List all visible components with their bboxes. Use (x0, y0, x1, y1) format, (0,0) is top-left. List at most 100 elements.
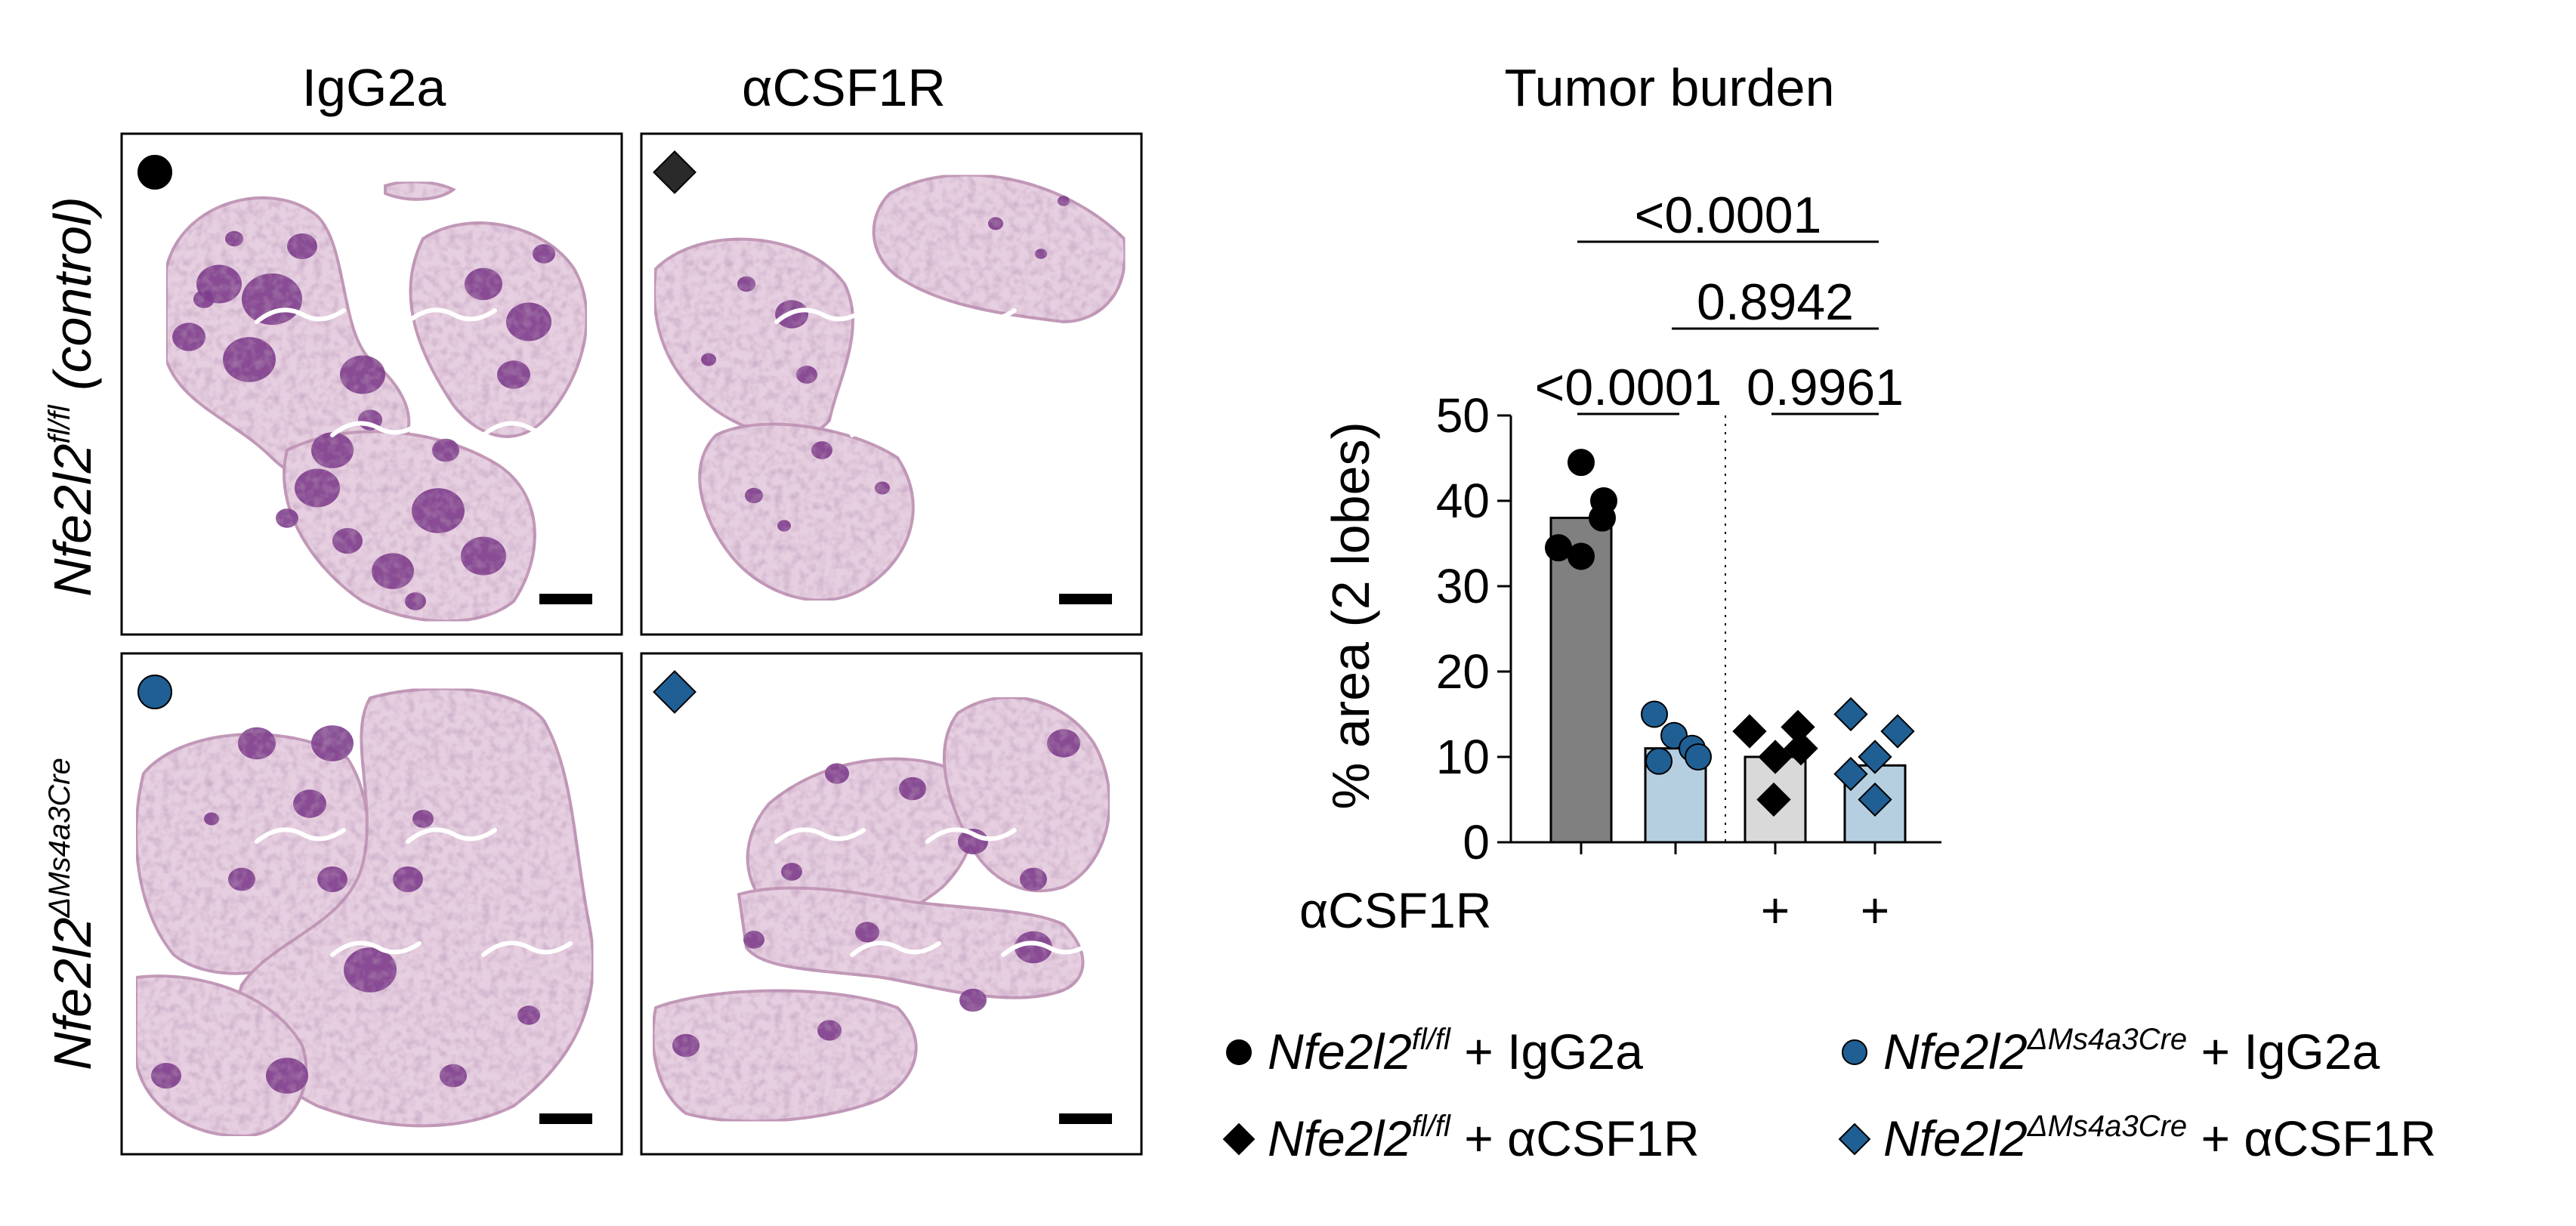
lung-lobe (737, 886, 1085, 999)
panel-frame (120, 132, 623, 636)
airway (406, 827, 497, 844)
tumor-nodule (340, 355, 385, 394)
airway (330, 940, 422, 957)
legend-item-2: Nfe2l2ΔMs4a3Cre + IgG2a (1842, 1023, 2380, 1079)
tumor-nodule (988, 217, 1003, 230)
airway (774, 307, 866, 324)
y-axis-label-group: % area (2 lobes) (1321, 422, 1380, 810)
y-tick-label: 0 (1463, 815, 1490, 869)
airways (774, 827, 1092, 957)
p-value-label: 0.9961 (1747, 359, 1904, 416)
tumor-nodule (311, 432, 354, 468)
airway (481, 421, 573, 437)
legend-label: Nfe2l2ΔMs4a3Cre + IgG2a (1883, 1023, 2380, 1079)
y-tick-label: 30 (1436, 559, 1490, 613)
y-tick-label: 20 (1436, 644, 1490, 699)
airway (925, 827, 1017, 844)
tumor-nodule (737, 276, 755, 292)
tumor-nodule (151, 1063, 181, 1089)
panel-marker-circle-icon (137, 155, 172, 190)
tumor-nodule (238, 727, 276, 760)
panel-marker-circle-icon (137, 675, 172, 709)
legend-circle-icon (1842, 1039, 1867, 1065)
panel-frame (640, 132, 1143, 636)
tumor-nodule (875, 481, 890, 495)
tumor-nodule (393, 866, 423, 892)
tumor-nodule (855, 922, 879, 943)
tumor-nodule (701, 353, 716, 366)
airway (925, 307, 1017, 324)
tumor-nodule (461, 536, 506, 576)
tumor-nodule (225, 230, 243, 247)
tumor-nodule (295, 468, 340, 508)
data-point-circle (1589, 504, 1616, 532)
row-label-control-base: Nfe2l2 (43, 443, 102, 596)
airway (1001, 421, 1092, 437)
lung-tissue (165, 180, 588, 623)
airways (255, 827, 573, 957)
tumor-nodule (412, 488, 465, 533)
tumor-nodule (317, 866, 347, 892)
lung-lobe (698, 422, 915, 602)
treatment-row-label: αCSF1R (1299, 882, 1492, 938)
tumor-nodule (743, 931, 764, 949)
airway (255, 827, 346, 844)
airway (330, 421, 422, 437)
tumor-nodule (899, 777, 926, 801)
airway (850, 421, 941, 437)
tumor-nodule (1047, 729, 1080, 758)
legend-label: Nfe2l2ΔMs4a3Cre + αCSF1R (1883, 1110, 2436, 1166)
scale-bar (1059, 594, 1112, 604)
tumor-nodule (811, 441, 832, 459)
tumor-nodule (193, 290, 215, 308)
airway (255, 307, 346, 324)
y-tick-label: 10 (1436, 730, 1490, 784)
data-point-circle (1568, 449, 1595, 477)
tumor-nodule (276, 508, 298, 528)
bar-chart: 0 10 20 30 40 50 + + <0.0001 0.9961 0.8942 <0.0001 (1436, 187, 1941, 938)
p-value-label: 0.8942 (1697, 273, 1854, 331)
data-point-diamond (1784, 731, 1818, 766)
tumor-nodule (332, 528, 363, 554)
tumor-nodule (1015, 931, 1052, 964)
svg-text:Nfe2l2fl/fl (control): Nfe2l2fl/fl (control) (43, 196, 102, 597)
lung-lobe (283, 430, 536, 623)
column-header-igg2a: IgG2a (302, 58, 446, 117)
tumor-nodule (412, 810, 434, 828)
data-point-diamond (1756, 782, 1791, 817)
tumor-nodule (777, 520, 791, 532)
legend: Nfe2l2fl/fl + IgG2a Nfe2l2ΔMs4a3Cre + IgG… (1222, 1023, 2436, 1166)
tumor-nodule (825, 763, 849, 784)
data-point-circle (1545, 534, 1572, 562)
tumor-nodule (223, 337, 276, 382)
data-point-circle (1568, 542, 1595, 570)
lung-tissue (134, 687, 595, 1138)
lung-lobe (653, 237, 854, 438)
legend-diamond-icon (1838, 1123, 1871, 1156)
lung-lobe (134, 974, 308, 1138)
scale-bar (539, 1113, 592, 1124)
p-value-label: <0.0001 (1535, 359, 1722, 416)
legend-circle-icon (1226, 1039, 1252, 1065)
airway (481, 940, 573, 957)
tumor-nodule (1020, 867, 1047, 891)
tumor-nodule (517, 1005, 540, 1025)
tumor-nodule (1058, 196, 1070, 206)
legend-item-1: Nfe2l2fl/fl + IgG2a (1226, 1023, 1643, 1079)
histology-panel-4 (640, 652, 1143, 1156)
histology-panel-2 (640, 132, 1143, 636)
lung-lobe (236, 687, 595, 1128)
tumor-nodule (266, 1058, 308, 1094)
airways (255, 307, 573, 437)
data-point-diamond (1758, 740, 1793, 774)
data-point-circle (1641, 700, 1668, 728)
treatment-mark: + (1861, 882, 1890, 938)
p-value-label: <0.0001 (1635, 187, 1822, 244)
panel-frame (120, 652, 623, 1156)
treatment-mark: + (1761, 882, 1790, 938)
tumor-nodule (1035, 249, 1047, 259)
tumor-nodule (344, 947, 397, 993)
tumor-nodule (497, 360, 530, 389)
row-label-control: Nfe2l2fl/fl (control) (43, 196, 102, 597)
tumor-nodule (287, 233, 317, 259)
